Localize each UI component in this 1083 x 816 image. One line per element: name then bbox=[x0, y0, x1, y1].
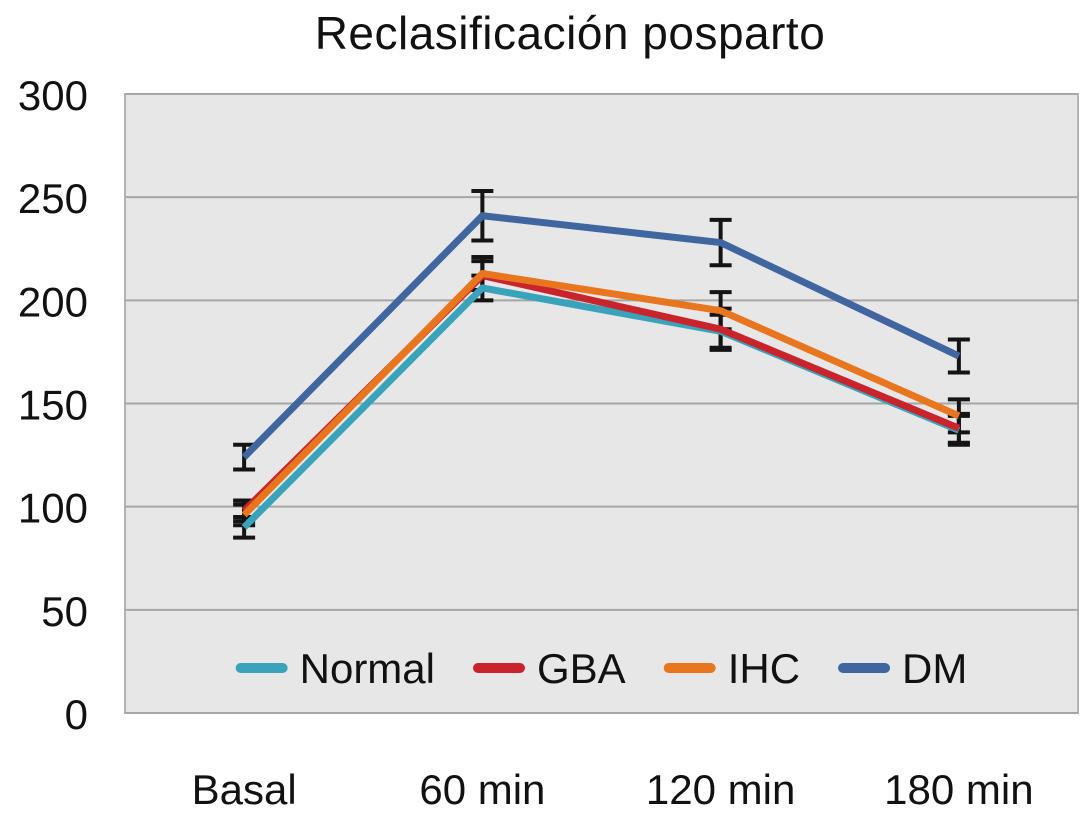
chart-title: Reclasificación posparto bbox=[314, 7, 826, 59]
x-tick-label: 60 min bbox=[419, 766, 545, 813]
y-tick-label: 50 bbox=[41, 588, 88, 635]
legend-swatch bbox=[663, 663, 716, 673]
series-line-IHC bbox=[241, 270, 961, 518]
legend-label: Normal bbox=[300, 645, 435, 692]
legend-item-Normal: Normal bbox=[235, 645, 435, 692]
x-tick-label: 180 min bbox=[884, 766, 1033, 813]
legend-label: DM bbox=[902, 645, 967, 692]
y-tick-label: 0 bbox=[65, 691, 88, 738]
legend: Normal GBA IHC DM bbox=[235, 645, 967, 692]
y-tick-label: 250 bbox=[18, 175, 88, 222]
x-tick-label: Basal bbox=[192, 766, 297, 813]
y-tick-label: 300 bbox=[18, 72, 88, 119]
legend-swatch bbox=[472, 663, 525, 673]
legend-item-IHC: IHC bbox=[663, 645, 800, 692]
y-tick-label: 200 bbox=[18, 278, 88, 325]
series-line-DM bbox=[241, 212, 961, 460]
x-tick-label: 120 min bbox=[646, 766, 795, 813]
legend-swatch bbox=[235, 663, 288, 673]
legend-item-GBA: GBA bbox=[472, 645, 626, 692]
y-tick-label: 150 bbox=[18, 382, 88, 429]
y-tick-label: 100 bbox=[18, 485, 88, 532]
legend-swatch bbox=[838, 663, 891, 673]
legend-label: GBA bbox=[537, 645, 626, 692]
legend-label: IHC bbox=[728, 645, 800, 692]
legend-item-DM: DM bbox=[838, 645, 967, 692]
